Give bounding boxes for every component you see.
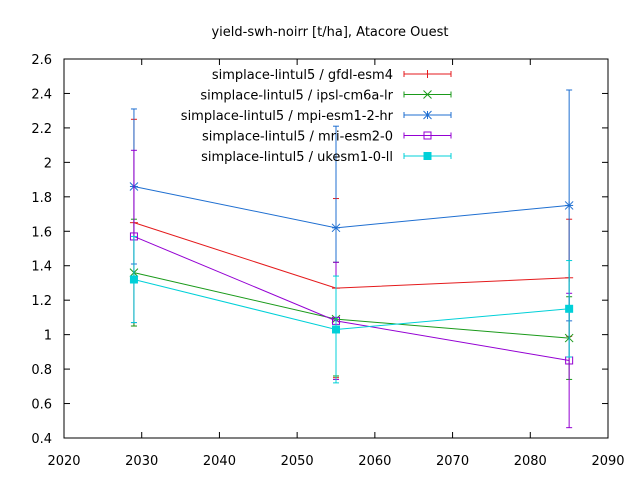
data-point-marker [423,131,432,140]
y-tick-label: 0.8 [31,363,52,378]
data-point-marker [564,201,574,210]
legend-entry-label: simplace-lintul5 / mri-esm2-0 [202,130,393,145]
data-point-marker [129,275,138,284]
y-tick-label: 2 [44,156,52,171]
marker-square [332,325,340,334]
x-tick-label: 2050 [281,454,314,469]
data-point-marker [331,223,341,233]
legend-entry-label: simplace-lintul5 / mpi-esm1-2-hr [181,109,394,124]
x-tick-label: 2020 [47,454,80,469]
x-tick-label: 2080 [514,454,547,469]
x-tick-label: 2090 [591,454,624,469]
data-point-marker [565,304,574,313]
legend-entry-label: simplace-lintul5 / ukesm1-0-ll [201,150,393,165]
series-group [129,149,574,429]
series-line [133,235,570,361]
series-layer [129,89,574,429]
y-tick-label: 2.4 [31,87,52,102]
x-tick-label: 2040 [203,454,236,469]
data-point-marker [423,70,432,78]
series-line [133,222,570,289]
y-tick-label: 1.4 [31,260,52,275]
legend-entry-label: simplace-lintul5 / ipsl-cm6a-lr [200,89,393,104]
y-tick-label: 0.4 [31,432,52,447]
series-group [129,235,574,384]
data-point-marker [423,152,432,160]
axis-ticks: 2020 2030 2040 2050 2060 2070 2080 2090 0.4 0.6 0.… [31,53,624,469]
series-line [133,185,570,229]
legend-entry-label: simplace-lintul5 / gfdl-esm4 [212,68,393,83]
y-tick-label: 1.2 [31,294,52,309]
series-group [129,89,574,330]
marker-square [423,131,432,140]
x-tick-label: 2060 [358,454,391,469]
data-point-marker [423,110,432,120]
y-tick-label: 1.6 [31,225,52,240]
chart-title: yield-swh-noirr [t/ha], Atacore Ouest [211,25,448,40]
marker-square [423,152,432,160]
marker-square [565,304,574,313]
y-tick-label: 1.8 [31,191,52,206]
y-tick-label: 2.6 [31,53,52,68]
data-point-marker [332,325,340,334]
y-tick-label: 1 [44,329,52,344]
x-tick-label: 2030 [125,454,158,469]
y-tick-label: 2.2 [31,122,52,137]
marker-stroke [423,110,432,120]
marker-square [129,275,138,284]
marker-stroke [564,201,574,210]
marker-stroke [331,223,341,233]
marker-stroke [423,90,432,99]
y-tick-label: 0.6 [31,398,52,413]
plot-area-frame [63,58,609,439]
legend: simplace-lintul5 / gfdl-esm4 simplace-lin… [181,68,452,165]
x-tick-label: 2070 [436,454,469,469]
data-point-marker [423,90,432,99]
